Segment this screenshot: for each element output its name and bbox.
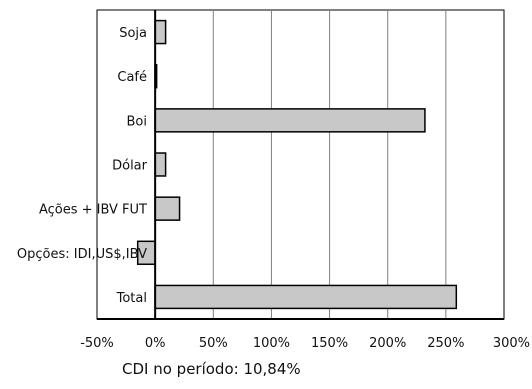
- gridlines: [212, 10, 447, 319]
- x-tick-label: 250%: [427, 336, 464, 351]
- bar-1: [154, 19, 167, 45]
- bar-5: [154, 196, 181, 221]
- bar-4: [154, 152, 167, 177]
- x-tick-label: 300%: [493, 336, 530, 351]
- cdi-footnote: CDI no período: 10,84%: [122, 360, 301, 378]
- x-tick-label: 100%: [253, 336, 290, 351]
- category-label: Soja: [119, 26, 147, 41]
- category-labels: Soja Café Boi Dólar Ações + IBV FUT Opções: I…: [17, 26, 148, 306]
- x-tick-label: 150%: [311, 336, 348, 351]
- x-tick-label: 0%: [145, 336, 166, 351]
- category-label: Ações + IBV FUT: [39, 203, 147, 218]
- x-tick-label: 50%: [199, 336, 228, 351]
- category-label: Boi: [127, 114, 147, 129]
- category-label: Dólar: [112, 159, 148, 174]
- category-label: Total: [116, 291, 147, 306]
- bar-3: [154, 108, 426, 133]
- category-label: Opções: IDI,US$,IBV: [17, 247, 147, 262]
- category-label: Café: [117, 70, 147, 85]
- x-tick-label: 200%: [369, 336, 406, 351]
- x-tick-labels: -50% 0% 50% 100% 150% 200% 250% 300%: [80, 336, 530, 351]
- x-tick-label: -50%: [80, 336, 114, 351]
- bars: [136, 19, 458, 310]
- bar-7: [154, 284, 458, 310]
